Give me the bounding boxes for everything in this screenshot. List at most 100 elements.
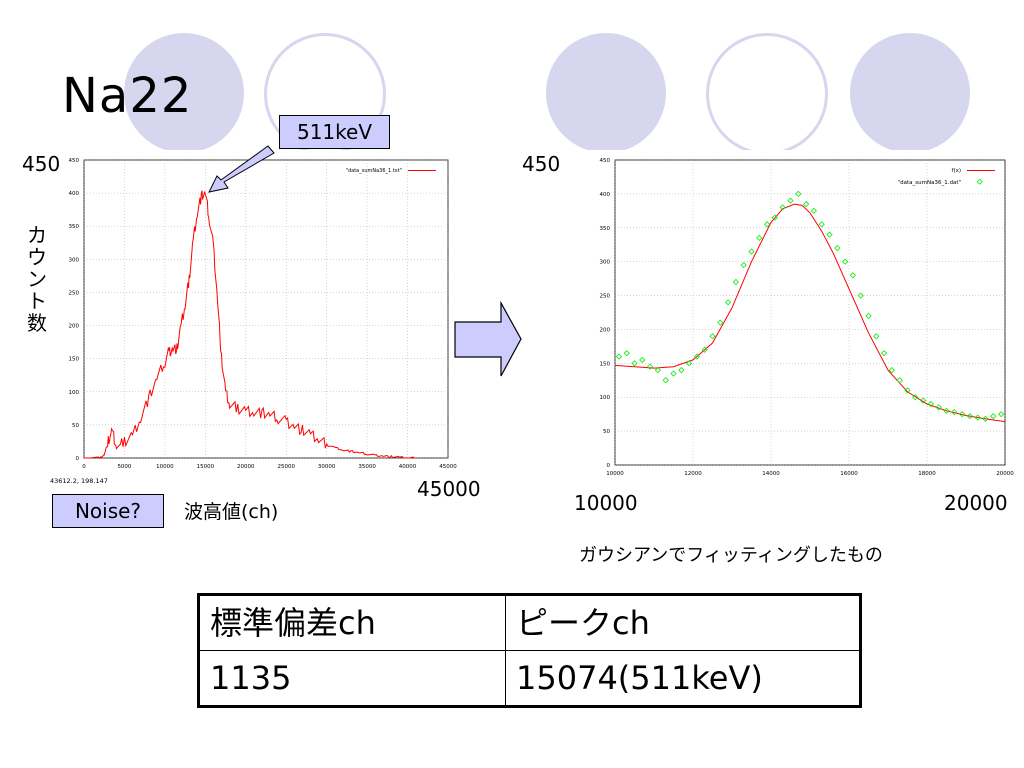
right-data-point — [966, 413, 974, 420]
right-data-point — [732, 278, 740, 286]
left-xtick-label: 40000 — [399, 464, 417, 470]
right-data-point — [826, 231, 833, 238]
right-xtick-label: 20000 — [996, 471, 1014, 477]
right-grid — [614, 159, 1006, 466]
right-data-point — [646, 363, 654, 370]
right-data-point — [873, 333, 880, 340]
right-data-point — [763, 221, 771, 228]
decor-circle-1 — [124, 33, 244, 153]
right-data-point — [849, 272, 856, 279]
left-xtick-label: 30000 — [318, 464, 336, 470]
peak-callout: 511keV — [279, 115, 390, 149]
right-data-point — [834, 244, 841, 252]
right-data-point — [701, 346, 708, 353]
table-header-stddev: 標準偏差ch — [198, 594, 506, 651]
right-ytick-label: 250 — [600, 294, 611, 300]
right-data-point — [865, 312, 872, 320]
right-data-point — [662, 377, 669, 384]
right-xtick-label: 18000 — [918, 471, 936, 477]
peak-arrow — [208, 145, 275, 193]
table-cell-peak: 15074(511keV) — [505, 650, 861, 707]
left-xtick-label: 15000 — [197, 464, 215, 470]
table-row: 標準偏差ch ピークch — [198, 594, 861, 651]
left-ytick-label: 200 — [69, 324, 80, 330]
left-ytick-label: 250 — [69, 290, 80, 296]
right-xmax-label: 20000 — [944, 491, 1008, 515]
right-data-point — [998, 411, 1005, 418]
right-ytick-label: 400 — [600, 192, 611, 198]
right-data-point — [857, 292, 864, 299]
right-ticks: 10000 12000 14000 16000 18000 20000 0 50 100 150 2… — [600, 158, 1015, 477]
right-data-point — [709, 333, 716, 340]
right-data-point — [615, 353, 623, 360]
right-data-point — [670, 370, 677, 377]
left-ymax-label: 450 — [22, 152, 61, 176]
right-data-point — [881, 350, 888, 357]
left-xtick-label: 20000 — [237, 464, 255, 470]
decor-mask — [0, 150, 1024, 160]
left-ytick-label: 150 — [69, 357, 80, 363]
right-data-point — [740, 261, 747, 269]
right-data-point — [693, 353, 701, 360]
left-ytick-label: 100 — [69, 390, 80, 396]
right-legend-label-fit: f(x) — [952, 168, 961, 174]
left-xtick-label: 0 — [82, 464, 86, 470]
right-data-point — [717, 319, 724, 326]
right-data-point — [631, 360, 638, 367]
right-ytick-label: 50 — [603, 429, 610, 435]
right-ytick-label: 350 — [600, 226, 611, 232]
right-data-points — [615, 190, 1005, 423]
right-data-point — [990, 413, 997, 420]
right-data-point — [678, 366, 685, 374]
right-data-point — [654, 366, 662, 374]
right-xmin-label: 10000 — [574, 491, 638, 515]
right-data-point — [974, 414, 981, 421]
right-data-point — [756, 234, 763, 242]
left-ticks: 0 5000 10000 15000 20000 25000 30000 35000 40000… — [69, 158, 458, 470]
results-table: 標準偏差ch ピークch 1135 15074(511keV) — [197, 593, 862, 708]
right-data-point — [927, 400, 935, 408]
left-xtick-label: 5000 — [117, 464, 131, 470]
right-data-point — [912, 394, 919, 401]
x-axis-label: 波高値(ch) — [184, 501, 279, 523]
decor-circle-3 — [546, 33, 666, 153]
left-ytick-label: 350 — [69, 224, 80, 230]
right-ytick-label: 0 — [607, 463, 611, 469]
right-data-point — [639, 356, 646, 364]
decor-circle-5 — [850, 33, 970, 153]
left-ytick-label: 50 — [72, 423, 79, 429]
right-data-point — [959, 411, 966, 418]
right-ytick-label: 100 — [600, 395, 611, 401]
transition-arrow — [454, 300, 522, 377]
right-fit-line — [614, 203, 1006, 423]
right-data-point — [810, 207, 817, 214]
right-xtick-label: 10000 — [606, 471, 624, 477]
left-xmax-label: 45000 — [417, 477, 481, 501]
right-ytick-label: 300 — [600, 260, 611, 266]
left-legend-label: "data_sumNa36_1.txt" — [346, 168, 402, 174]
right-data-point — [685, 360, 693, 367]
right-data-point — [795, 190, 802, 198]
right-data-point — [842, 258, 849, 265]
right-data-point — [904, 387, 911, 394]
right-data-point — [951, 409, 958, 416]
right-data-point — [803, 200, 810, 208]
left-xtick-label: 25000 — [277, 464, 295, 470]
peak-arrow-shape — [208, 145, 275, 193]
right-xtick-label: 14000 — [762, 471, 780, 477]
left-ytick-label: 300 — [69, 257, 80, 263]
right-plot-frame — [614, 159, 1006, 466]
left-chart: 0 5000 10000 15000 20000 25000 30000 35000 40000… — [50, 158, 458, 485]
right-data-point — [935, 404, 942, 411]
table-header-peak: ピークch — [505, 594, 861, 651]
right-data-point — [771, 214, 779, 221]
decor-circle-4 — [706, 33, 828, 155]
right-data-point — [779, 204, 786, 211]
right-data-point — [623, 350, 630, 357]
right-data-point — [818, 221, 825, 228]
right-ymax-label: 450 — [522, 152, 561, 176]
left-coord-readout: 43612.2, 198.147 — [50, 477, 108, 485]
right-xtick-label: 12000 — [684, 471, 702, 477]
table-cell-stddev: 1135 — [198, 650, 506, 707]
left-ytick-label: 450 — [69, 158, 80, 164]
